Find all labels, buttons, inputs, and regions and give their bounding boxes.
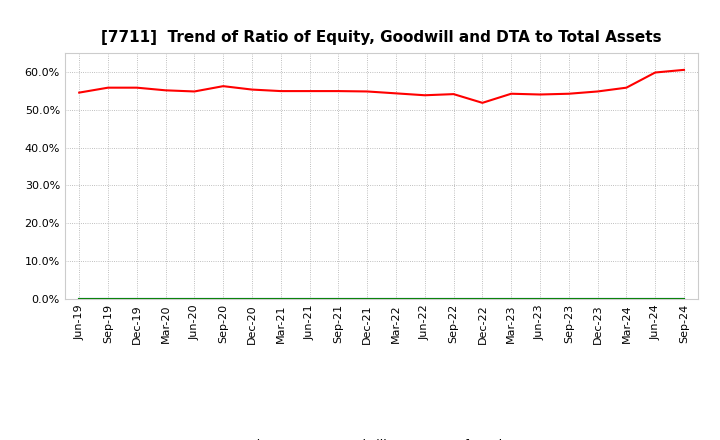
Equity [161,88,170,93]
Deferred Tax Assets [363,297,372,302]
Equity [536,92,544,97]
Title: [7711]  Trend of Ratio of Equity, Goodwill and DTA to Total Assets: [7711] Trend of Ratio of Equity, Goodwil… [102,29,662,45]
Equity [651,70,660,75]
Equity [449,92,458,97]
Goodwill [305,297,314,302]
Goodwill [75,297,84,302]
Deferred Tax Assets [219,297,228,302]
Equity [305,88,314,94]
Deferred Tax Assets [478,297,487,302]
Equity [190,89,199,94]
Deferred Tax Assets [651,297,660,302]
Deferred Tax Assets [680,297,688,302]
Deferred Tax Assets [161,297,170,302]
Goodwill [651,297,660,302]
Equity [507,91,516,96]
Deferred Tax Assets [449,297,458,302]
Deferred Tax Assets [564,297,573,302]
Deferred Tax Assets [248,297,256,302]
Goodwill [593,297,602,302]
Deferred Tax Assets [536,297,544,302]
Goodwill [680,297,688,302]
Goodwill [276,297,285,302]
Deferred Tax Assets [334,297,343,302]
Goodwill [161,297,170,302]
Equity [334,88,343,94]
Equity [132,85,141,90]
Deferred Tax Assets [75,297,84,302]
Deferred Tax Assets [420,297,429,302]
Deferred Tax Assets [305,297,314,302]
Goodwill [478,297,487,302]
Goodwill [248,297,256,302]
Legend: Equity, Goodwill, Deferred Tax Assets: Equity, Goodwill, Deferred Tax Assets [187,433,576,440]
Equity [564,91,573,96]
Goodwill [363,297,372,302]
Deferred Tax Assets [622,297,631,302]
Goodwill [392,297,400,302]
Goodwill [190,297,199,302]
Equity [363,89,372,94]
Equity [248,87,256,92]
Goodwill [219,297,228,302]
Equity [680,67,688,73]
Deferred Tax Assets [104,297,112,302]
Goodwill [622,297,631,302]
Equity [276,88,285,94]
Deferred Tax Assets [593,297,602,302]
Goodwill [507,297,516,302]
Equity [75,90,84,95]
Line: Equity: Equity [79,70,684,103]
Equity [593,89,602,94]
Goodwill [104,297,112,302]
Deferred Tax Assets [392,297,400,302]
Equity [219,84,228,89]
Goodwill [420,297,429,302]
Deferred Tax Assets [132,297,141,302]
Deferred Tax Assets [507,297,516,302]
Equity [420,92,429,98]
Goodwill [132,297,141,302]
Goodwill [334,297,343,302]
Goodwill [449,297,458,302]
Goodwill [564,297,573,302]
Goodwill [536,297,544,302]
Equity [104,85,112,90]
Deferred Tax Assets [190,297,199,302]
Deferred Tax Assets [276,297,285,302]
Equity [392,91,400,96]
Equity [622,85,631,90]
Equity [478,100,487,106]
